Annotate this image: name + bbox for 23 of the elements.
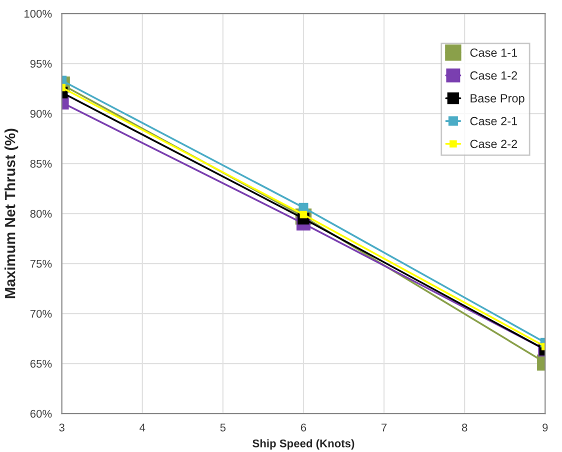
legend-label: Case 2-2 — [470, 140, 518, 148]
x-tick-label: 6 — [300, 424, 306, 432]
x-tick-label: 5 — [220, 424, 226, 432]
legend-label: Case 1-2 — [470, 71, 518, 80]
y-tick-label: 85% — [30, 160, 52, 168]
x-axis-title: Ship Speed (Knots) — [252, 439, 354, 450]
legend-label: Case 2-1 — [470, 116, 518, 126]
x-tick-label: 4 — [140, 424, 146, 432]
y-axis-title: Maximum Net Thrust (%) — [4, 128, 18, 298]
y-tick-label: 60% — [30, 410, 52, 418]
legend-label: Base Prop — [470, 94, 524, 105]
y-tick-label: 95% — [30, 60, 52, 68]
x-tick-label: 9 — [542, 424, 548, 432]
y-tick-label: 65% — [30, 360, 52, 368]
y-tick-label: 80% — [30, 210, 52, 218]
y-tick-label: 100% — [24, 10, 52, 18]
legend-label: Case 1-1 — [470, 48, 518, 57]
y-tick-label: 70% — [30, 310, 52, 318]
x-tick-label: 7 — [382, 424, 387, 432]
y-tick-label: 75% — [30, 260, 52, 268]
y-tick-label: 90% — [30, 110, 52, 118]
x-tick-label: 8 — [462, 424, 468, 432]
x-tick-label: 3 — [59, 424, 64, 432]
